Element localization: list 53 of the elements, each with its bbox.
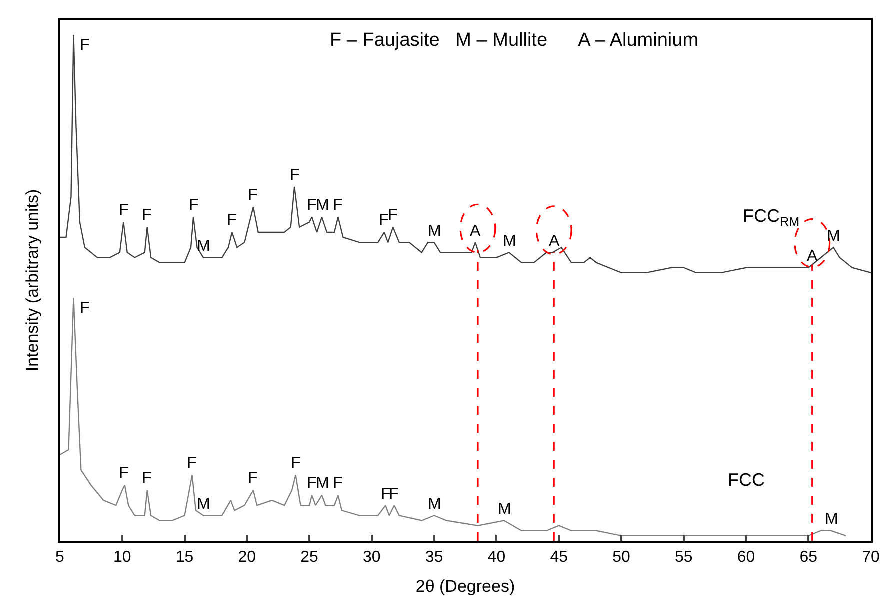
x-tick-label: 5 [56,549,65,566]
x-tick-label: 60 [737,549,756,566]
annotation: F – Faujasite M – Mullite A – Aluminium [330,30,699,51]
annotation: F [381,486,391,503]
annotation: F [333,475,343,492]
annotation: M [197,496,210,513]
annotation: M [825,511,838,528]
text: FCC [728,470,765,490]
annotation: A [549,233,560,250]
annotation: F [333,197,343,214]
annotation: F [142,207,152,224]
annotation: M [428,496,442,513]
annotation: M [428,223,442,240]
annotation: F [307,475,317,492]
annotation: F [248,470,258,487]
x-tick-label: 30 [363,549,381,566]
annotation: F [379,212,389,229]
annotation: F [187,455,197,472]
annotation: F [290,167,300,184]
text: FCC$_{RM}$ [743,206,800,229]
x-tick-label: 45 [550,549,568,566]
x-axis-title: 2θ (Degrees) [416,577,516,596]
annotation: M [827,228,840,245]
annotation: A [470,223,481,240]
annotation: F [307,197,317,214]
annotation: F [80,300,90,317]
annotation: M [503,233,516,250]
y-axis-title: Intensity (arbitrary units) [23,189,42,372]
annotation: F [119,202,129,219]
x-tick-label: 35 [425,549,444,566]
x-tick-label: 10 [113,549,132,566]
annotation: F [388,207,398,224]
x-tick-label: 20 [238,549,256,566]
annotation: A [807,248,818,265]
annotation: M [316,197,330,214]
annotation: M [498,501,512,518]
x-tick-label: 25 [300,549,319,566]
x-tick-label: 50 [612,549,630,566]
annotation: M [197,238,210,255]
annotation: F [291,455,301,472]
annotation: F [389,486,399,503]
annotation: F [80,37,90,54]
annotation: F [119,465,129,482]
annotation: F [189,197,199,214]
x-tick-label: 70 [862,549,880,566]
x-tick-label: 40 [488,549,506,566]
x-tick-label: 55 [674,549,693,566]
x-tick-label: 65 [800,549,818,566]
annotation: F [142,470,152,487]
x-tick-label: 15 [176,549,194,566]
annotation: M [316,475,330,492]
annotation: F [227,212,237,229]
annotation: F [248,187,258,204]
